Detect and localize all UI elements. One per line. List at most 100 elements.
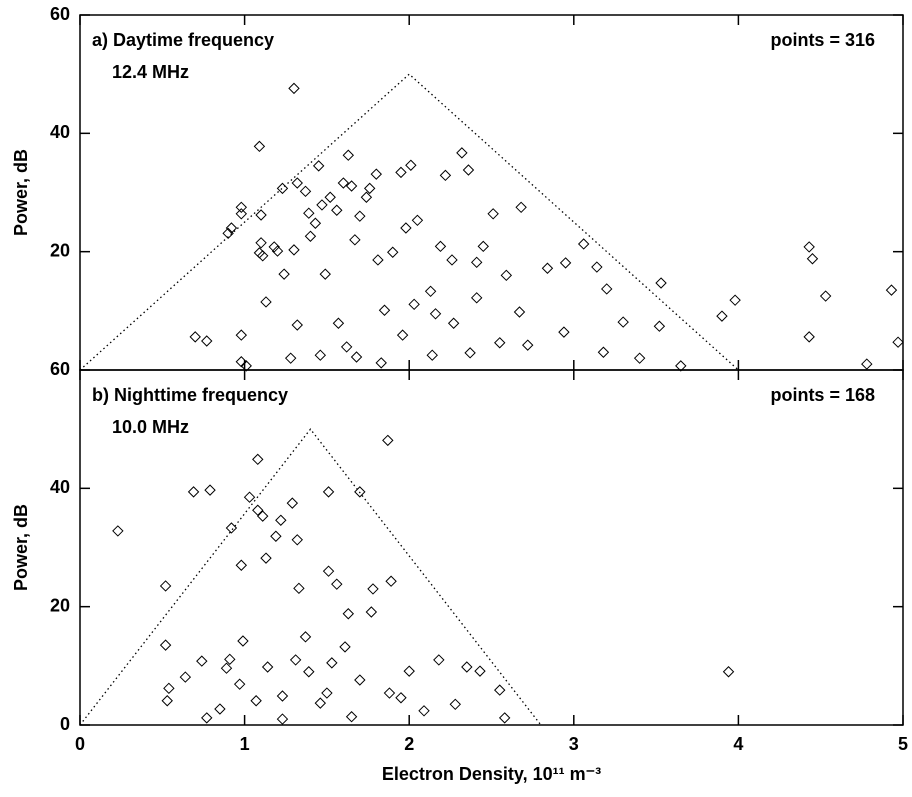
point: [271, 245, 284, 257]
point: [461, 661, 473, 673]
point: [885, 284, 898, 296]
point: [319, 268, 331, 280]
panel-annotation: points = 316: [770, 30, 875, 50]
point: [494, 337, 506, 349]
point: [439, 169, 452, 182]
point: [225, 522, 238, 534]
point: [204, 484, 216, 496]
point: [559, 257, 572, 269]
point: [243, 491, 256, 503]
x-tick-label: 2: [404, 734, 414, 754]
point: [224, 653, 236, 666]
point: [324, 191, 336, 203]
point: [424, 285, 437, 298]
point: [365, 606, 378, 618]
point: [716, 310, 728, 322]
point: [522, 339, 534, 351]
point: [633, 352, 646, 364]
panel-title: b) Nighttime frequency: [92, 385, 288, 405]
point: [331, 204, 343, 216]
point: [159, 639, 172, 651]
point: [350, 351, 363, 363]
y-tick-label: 60: [50, 359, 70, 379]
point: [434, 240, 447, 253]
plot-frame: [79, 14, 904, 371]
point: [291, 319, 303, 331]
point: [250, 695, 262, 707]
point: [601, 283, 613, 295]
y-tick-label: 60: [50, 4, 70, 24]
point: [252, 504, 264, 516]
point: [260, 296, 272, 308]
point: [161, 695, 173, 707]
point: [303, 666, 315, 678]
point: [345, 711, 358, 723]
point: [470, 256, 483, 269]
point: [653, 320, 666, 332]
envelope: [79, 73, 739, 371]
point: [722, 666, 735, 678]
point: [591, 261, 603, 273]
point: [342, 149, 355, 161]
point: [345, 180, 358, 192]
point: [418, 705, 430, 717]
point: [291, 534, 303, 546]
point: [270, 530, 282, 542]
point: [253, 247, 266, 259]
point: [276, 713, 289, 725]
point: [426, 349, 438, 361]
x-axis-label: Electron Density, 10¹¹ m⁻³: [382, 764, 601, 784]
point: [456, 147, 468, 159]
point: [326, 657, 338, 669]
point: [201, 335, 213, 347]
y-tick-label: 20: [50, 240, 70, 260]
point: [314, 697, 327, 709]
point: [321, 687, 333, 699]
y-axis-label: Power, dB: [11, 504, 31, 591]
point: [892, 336, 904, 348]
point: [541, 262, 554, 274]
point: [332, 317, 345, 329]
point: [462, 164, 475, 176]
y-tick-label: 0: [60, 714, 70, 734]
point: [233, 678, 246, 690]
point: [367, 583, 379, 595]
point: [385, 575, 397, 587]
point: [387, 246, 399, 258]
point: [187, 486, 200, 498]
point: [429, 308, 442, 320]
y-tick-label: 40: [50, 122, 70, 142]
plot-frame: [79, 369, 904, 726]
panel-subtitle: 12.4 MHz: [112, 62, 189, 82]
point: [433, 654, 445, 666]
y-tick-label: 20: [50, 595, 70, 615]
point: [477, 240, 489, 253]
point: [470, 292, 483, 304]
point: [289, 654, 302, 666]
point: [487, 208, 499, 220]
panel-annotation: points = 168: [770, 385, 875, 405]
point: [363, 182, 376, 195]
point: [220, 662, 233, 674]
point: [474, 665, 486, 677]
point: [256, 510, 269, 522]
point: [354, 210, 366, 222]
point: [179, 671, 192, 683]
point: [411, 214, 424, 227]
point: [256, 250, 269, 262]
point: [370, 168, 382, 180]
point: [617, 316, 629, 328]
point: [375, 357, 387, 369]
point: [337, 177, 350, 189]
x-tick-label: 1: [240, 734, 250, 754]
point: [235, 208, 248, 220]
point: [286, 497, 299, 509]
point: [395, 692, 407, 704]
point: [378, 304, 391, 316]
point: [314, 349, 327, 361]
point: [260, 552, 272, 564]
point: [400, 222, 412, 234]
point: [383, 687, 396, 699]
point: [159, 580, 172, 592]
point: [252, 453, 264, 466]
